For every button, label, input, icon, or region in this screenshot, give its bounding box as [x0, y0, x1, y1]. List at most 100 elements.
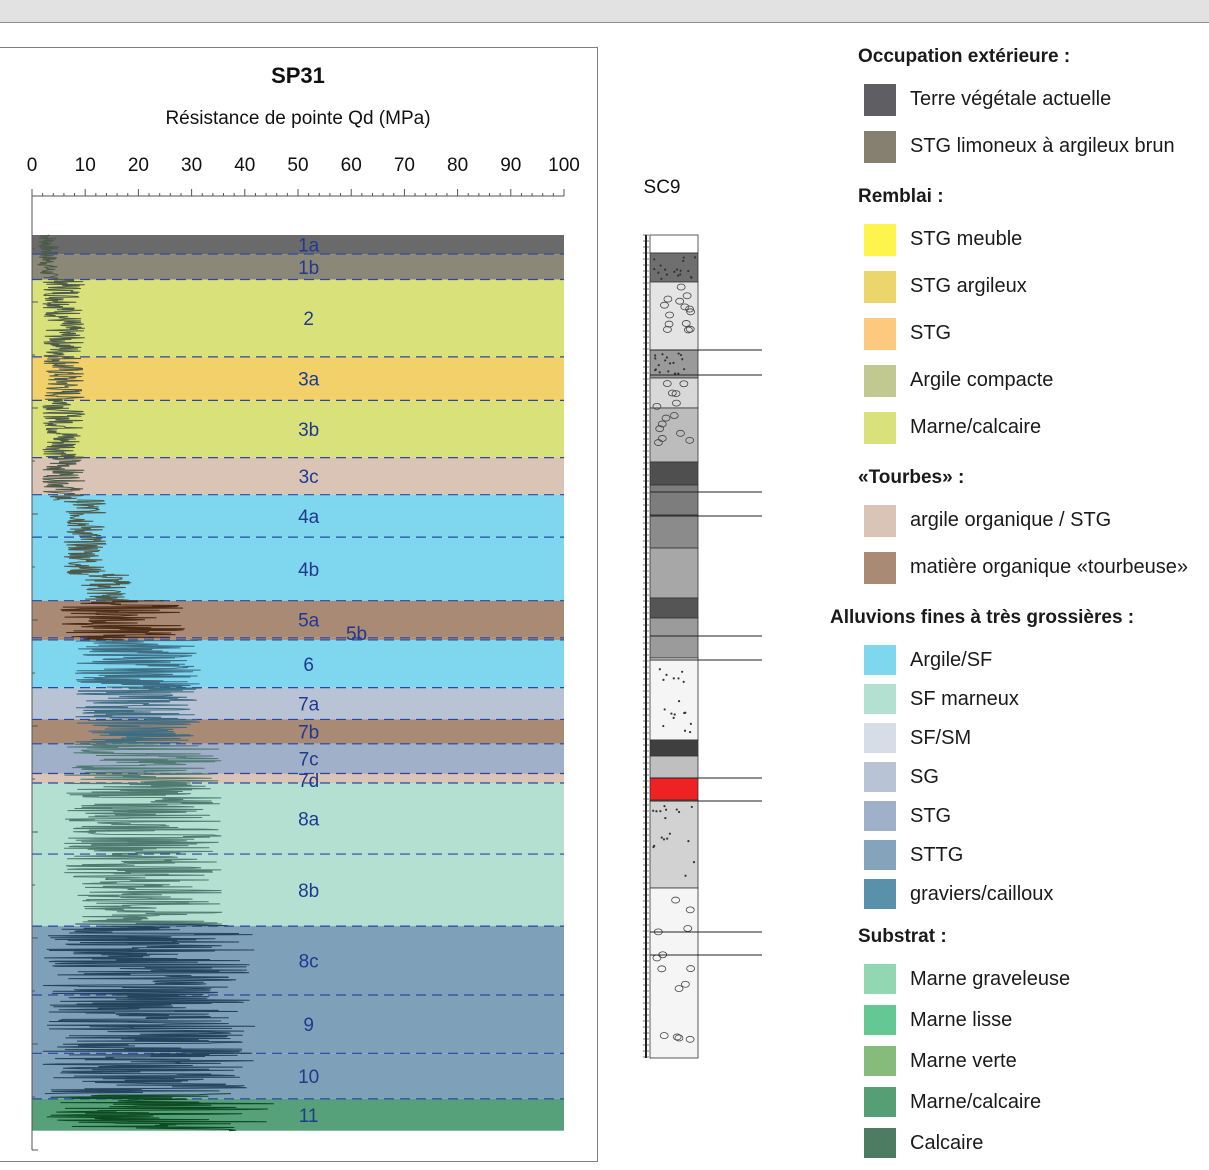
log-dot: [689, 722, 692, 725]
log-dot: [677, 677, 680, 680]
legend-label: STTG: [910, 844, 964, 866]
layer-band-3b: [32, 400, 564, 458]
legend-swatch: [864, 365, 896, 397]
log-dot: [673, 270, 676, 273]
legend-label: Argile compacte: [910, 369, 1054, 391]
legend-swatch: [864, 1046, 896, 1076]
log-pebble: [655, 425, 665, 433]
layer-label-8c: 8c: [299, 952, 319, 973]
log-dot: [692, 861, 696, 864]
log-pebble: [674, 1034, 684, 1042]
log-unit: [649, 234, 699, 254]
log-dot: [687, 269, 690, 273]
legend-label: Marne/calcaire: [910, 416, 1042, 438]
qd-profile-segment-1: [41, 276, 86, 501]
log-dot: [657, 364, 660, 367]
log-pebble: [662, 380, 672, 387]
layer-label-3a: 3a: [298, 370, 320, 391]
x-tick-label: 50: [287, 155, 308, 176]
log-pebble: [669, 412, 679, 419]
log-pebble: [680, 980, 690, 988]
log-pebble: [672, 1033, 682, 1041]
legend-swatch: [864, 801, 896, 831]
log-unit: [649, 887, 699, 1059]
log-dot: [658, 371, 661, 374]
x-tick-label: 10: [75, 155, 96, 176]
cpt-chart: SP31 Résistance de pointe Qd (MPa) SC9 1…: [27, 63, 762, 1151]
log-dot: [682, 256, 685, 259]
log-dot: [655, 810, 658, 813]
layer-band-3a: [32, 356, 564, 401]
qd-profile-segment-7: [42, 923, 256, 1095]
log-dot: [663, 805, 666, 808]
log-pebble: [685, 1035, 695, 1043]
qd-profile-segment-8: [46, 1093, 274, 1132]
log-dot: [683, 368, 686, 371]
log-dot: [676, 274, 680, 277]
legend-swatch: [864, 224, 896, 256]
log-dot: [682, 680, 685, 683]
log-pebble: [665, 311, 674, 319]
layer-label-7b: 7b: [298, 723, 319, 744]
log-dot: [653, 258, 656, 261]
legend-heading: Alluvions fines à très grossières :: [830, 607, 1135, 628]
legend-label: Argile/SF: [910, 649, 993, 671]
legend-label: Marne lisse: [910, 1009, 1013, 1031]
layer-band-4a: [32, 494, 564, 538]
log-dot: [690, 275, 693, 279]
sc9-lithology-log: [643, 234, 762, 1059]
layer-band-1a: [32, 235, 564, 255]
log-dot: [654, 354, 657, 357]
log-unit: [649, 281, 699, 351]
log-dot: [693, 256, 697, 259]
log-dot: [684, 874, 687, 877]
log-dot: [679, 269, 682, 272]
log-dot: [683, 729, 687, 732]
log-dot: [658, 668, 661, 671]
log-dot: [657, 271, 660, 274]
log-pebble: [654, 439, 663, 446]
legend-swatch: [864, 552, 896, 584]
log-unit: [649, 617, 699, 659]
layer-label-7d: 7d: [298, 771, 319, 792]
log-dot: [672, 716, 675, 719]
legend-swatch: [864, 762, 896, 792]
layer-label-4a: 4a: [298, 507, 320, 528]
legend-swatch: [864, 1128, 896, 1158]
log-dot: [652, 845, 655, 849]
log-dot: [690, 805, 693, 809]
qd-profile-segment-2: [63, 499, 107, 575]
legend-label: STG meuble: [910, 228, 1023, 250]
log-dot: [660, 277, 663, 280]
log-dot: [681, 670, 684, 673]
log-unit: [649, 755, 699, 779]
log-dot: [675, 268, 679, 271]
legend-swatch: [864, 1005, 896, 1035]
x-tick-label: 20: [128, 155, 149, 176]
log-pebble: [685, 305, 695, 313]
log-dot: [665, 273, 668, 276]
layer-label-4b: 4b: [298, 560, 319, 581]
log-unit: [649, 799, 699, 889]
log-dot: [672, 361, 675, 364]
layer-band-8b: [32, 854, 564, 927]
log-dot: [677, 810, 681, 814]
log-dot: [687, 839, 690, 843]
layer-label-7c: 7c: [299, 750, 319, 771]
log-pebble: [679, 380, 689, 388]
log-unit: [649, 484, 699, 516]
layer-label-9: 9: [303, 1015, 314, 1036]
legend-label: Calcaire: [910, 1132, 984, 1154]
log-pebble: [664, 320, 674, 328]
axes: 0 10 20 30 40 50 60 70 80 90 100: [27, 155, 580, 1151]
log-dot: [679, 273, 682, 276]
x-tick-label: 100: [548, 155, 580, 176]
log-pebble: [659, 1032, 669, 1039]
log-pebble: [686, 965, 696, 972]
log-dot: [654, 357, 657, 360]
layer-label-1b: 1b: [298, 258, 319, 279]
layer-label-5b: 5b: [346, 624, 367, 645]
legend-swatch: [864, 412, 896, 444]
log-pebble: [683, 326, 693, 334]
log-unit: [649, 377, 699, 409]
